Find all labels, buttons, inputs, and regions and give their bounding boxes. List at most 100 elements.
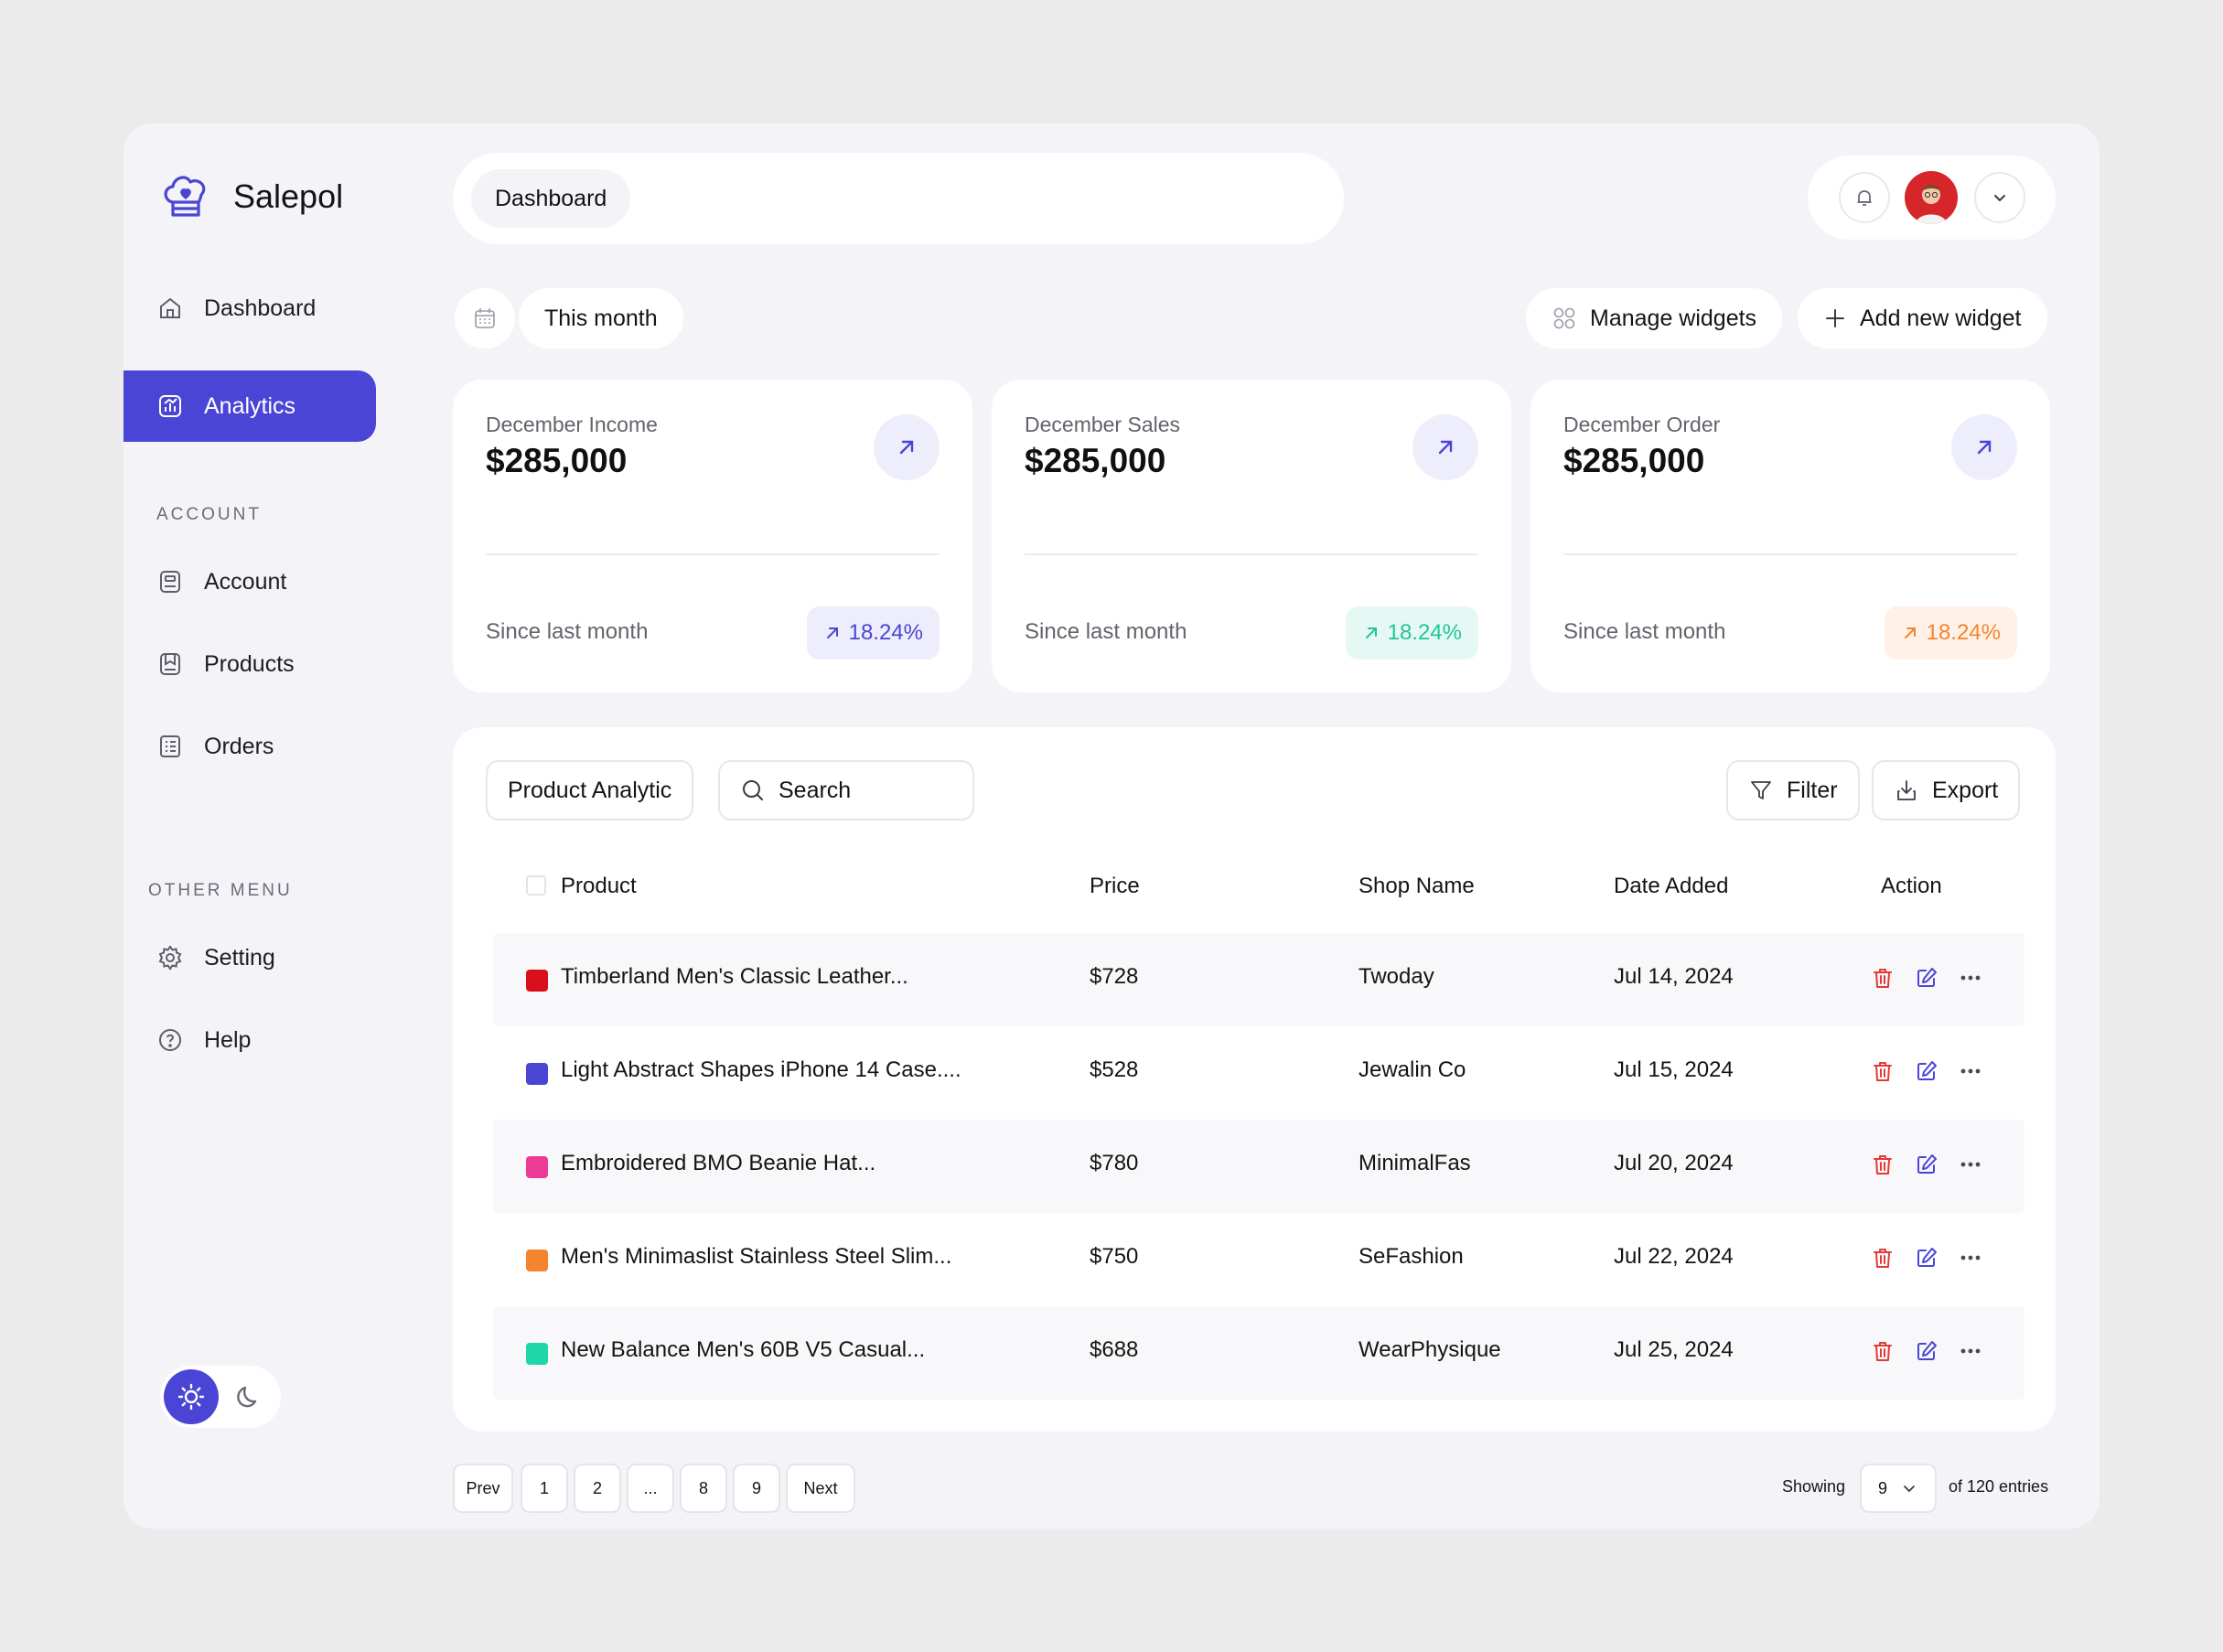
product-color-swatch <box>526 1343 548 1365</box>
sidebar-item-setting[interactable]: Setting <box>156 936 275 980</box>
chef-hat-logo-icon <box>164 176 206 217</box>
delete-button[interactable] <box>1867 1149 1898 1180</box>
delete-button[interactable] <box>1867 1242 1898 1273</box>
sidebar-item-orders[interactable]: Orders <box>156 724 274 768</box>
total-entries-label: of 120 entries <box>1949 1477 2049 1496</box>
section-label-account: ACCOUNT <box>156 505 262 524</box>
edit-button[interactable] <box>1911 1149 1942 1180</box>
stat-open-button[interactable] <box>1412 414 1478 480</box>
page-ellipsis: ... <box>627 1464 674 1513</box>
user-dropdown-button[interactable] <box>1974 172 2025 223</box>
breadcrumb[interactable]: Dashboard <box>471 169 631 228</box>
cell-product[interactable]: Light Abstract Shapes iPhone 14 Case.... <box>561 1057 961 1082</box>
column-header-product[interactable]: Product <box>561 874 637 898</box>
table-row[interactable]: Embroidered BMO Beanie Hat... $780 Minim… <box>493 1120 2024 1213</box>
chevron-down-icon <box>1904 1486 1915 1493</box>
trend-up-icon <box>1904 628 1916 638</box>
help-icon <box>159 1029 181 1051</box>
filter-button[interactable]: Filter <box>1726 760 1860 821</box>
page-button-8[interactable]: 8 <box>680 1464 727 1513</box>
filter-icon <box>1751 781 1771 799</box>
sidebar-item-analytics[interactable]: Analytics <box>124 370 376 442</box>
search-placeholder: Search <box>779 777 852 803</box>
notification-button[interactable] <box>1839 172 1890 223</box>
table-row[interactable]: Men's Minimaslist Stainless Steel Slim..… <box>493 1213 2024 1306</box>
sidebar-item-account[interactable]: Account <box>156 560 286 604</box>
add-widget-button[interactable]: Add new widget <box>1798 288 2047 349</box>
tab-product-analytic[interactable]: Product Analytic <box>486 760 694 821</box>
plus-icon <box>1826 309 1844 327</box>
edit-button[interactable] <box>1911 1242 1942 1273</box>
edit-icon <box>1917 1154 1937 1174</box>
stat-value: $285,000 <box>1025 442 1166 479</box>
more-options-button[interactable] <box>1955 1149 1986 1180</box>
table-row[interactable]: New Balance Men's 60B V5 Casual... $688 … <box>493 1306 2024 1400</box>
column-header-shop-name[interactable]: Shop Name <box>1358 874 1475 898</box>
trash-icon <box>1874 1062 1892 1081</box>
page-button-1[interactable]: 1 <box>521 1464 568 1513</box>
edit-button[interactable] <box>1911 962 1942 993</box>
trend-up-icon <box>826 628 838 638</box>
manage-widgets-button[interactable]: Manage widgets <box>1526 288 1783 349</box>
sidebar-item-help[interactable]: Help <box>156 1018 251 1062</box>
trash-icon <box>1874 1249 1892 1268</box>
next-page-button[interactable]: Next <box>786 1464 855 1513</box>
cell-product[interactable]: New Balance Men's 60B V5 Casual... <box>561 1337 926 1362</box>
moon-icon[interactable] <box>233 1382 263 1411</box>
download-icon <box>1897 780 1916 800</box>
theme-toggle[interactable] <box>160 1366 281 1428</box>
calendar-button[interactable] <box>455 288 515 349</box>
per-page-select[interactable]: 9 <box>1860 1464 1937 1513</box>
period-selector[interactable]: This month <box>519 288 683 349</box>
edit-button[interactable] <box>1911 1056 1942 1087</box>
light-mode-button[interactable] <box>164 1369 219 1424</box>
stat-since-label: Since last month <box>486 619 649 644</box>
table-row[interactable]: Timberland Men's Classic Leather... $728… <box>493 933 2024 1026</box>
more-options-button[interactable] <box>1955 962 1986 993</box>
page-button-9[interactable]: 9 <box>733 1464 780 1513</box>
column-header-date-added[interactable]: Date Added <box>1614 874 1729 898</box>
select-all-checkbox[interactable] <box>526 875 546 896</box>
product-color-swatch <box>526 970 548 992</box>
stat-card-income: December Income $285,000 Since last mont… <box>453 380 972 692</box>
product-color-swatch <box>526 1250 548 1271</box>
prev-page-button[interactable]: Prev <box>453 1464 513 1513</box>
cell-product[interactable]: Embroidered BMO Beanie Hat... <box>561 1151 876 1175</box>
product-table-panel: Product Analytic Search Filter Export Pr… <box>453 727 2056 1432</box>
sidebar-item-label: Orders <box>204 733 274 759</box>
more-options-button[interactable] <box>1955 1056 1986 1087</box>
arrow-up-right-icon <box>1438 440 1453 455</box>
more-options-button[interactable] <box>1955 1336 1986 1367</box>
logo[interactable]: Salepol <box>158 169 343 224</box>
cell-product[interactable]: Men's Minimaslist Stainless Steel Slim..… <box>561 1244 952 1269</box>
search-input[interactable]: Search <box>718 760 974 821</box>
edit-icon <box>1917 1248 1937 1267</box>
sun-icon <box>177 1383 205 1411</box>
search-icon <box>743 780 763 800</box>
analytics-icon <box>159 395 181 417</box>
more-options-button[interactable] <box>1955 1242 1986 1273</box>
arrow-up-right-icon <box>1977 440 1992 455</box>
delete-button[interactable] <box>1867 962 1898 993</box>
stat-value: $285,000 <box>1563 442 1705 479</box>
cell-shop-name: WearPhysique <box>1358 1337 1501 1362</box>
page-button-2[interactable]: 2 <box>574 1464 621 1513</box>
column-header-price[interactable]: Price <box>1090 874 1140 898</box>
sidebar-item-products[interactable]: Products <box>156 642 295 686</box>
export-button[interactable]: Export <box>1872 760 2021 821</box>
cell-date-added: Jul 25, 2024 <box>1614 1337 1734 1362</box>
table-row[interactable]: Light Abstract Shapes iPhone 14 Case....… <box>493 1026 2024 1120</box>
app-name: Salepol <box>233 177 344 215</box>
edit-button[interactable] <box>1911 1336 1942 1367</box>
stat-open-button[interactable] <box>1951 414 2017 480</box>
stat-label: December Income <box>486 413 658 436</box>
stat-value: $285,000 <box>486 442 628 479</box>
avatar[interactable] <box>1905 171 1958 224</box>
delete-button[interactable] <box>1867 1056 1898 1087</box>
stat-open-button[interactable] <box>874 414 940 480</box>
sidebar-item-dashboard[interactable]: Dashboard <box>156 286 316 330</box>
delete-button[interactable] <box>1867 1336 1898 1367</box>
cell-product[interactable]: Timberland Men's Classic Leather... <box>561 964 908 989</box>
more-horizontal-icon <box>1960 1068 1981 1074</box>
sidebar-item-label: Products <box>204 650 295 677</box>
